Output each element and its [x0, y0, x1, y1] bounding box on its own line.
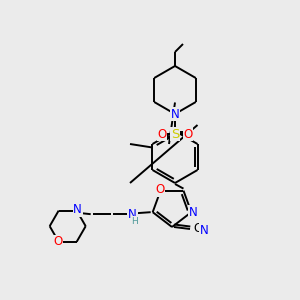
Text: O: O — [183, 128, 193, 140]
Text: N: N — [200, 224, 208, 236]
Text: H: H — [131, 217, 138, 226]
Text: O: O — [158, 128, 166, 140]
Text: O: O — [155, 183, 164, 196]
Text: N: N — [171, 107, 179, 121]
Text: N: N — [189, 206, 198, 219]
Text: C: C — [193, 223, 201, 236]
Text: N: N — [73, 203, 82, 216]
Text: S: S — [171, 128, 179, 140]
Text: O: O — [53, 235, 62, 248]
Text: N: N — [128, 208, 137, 221]
